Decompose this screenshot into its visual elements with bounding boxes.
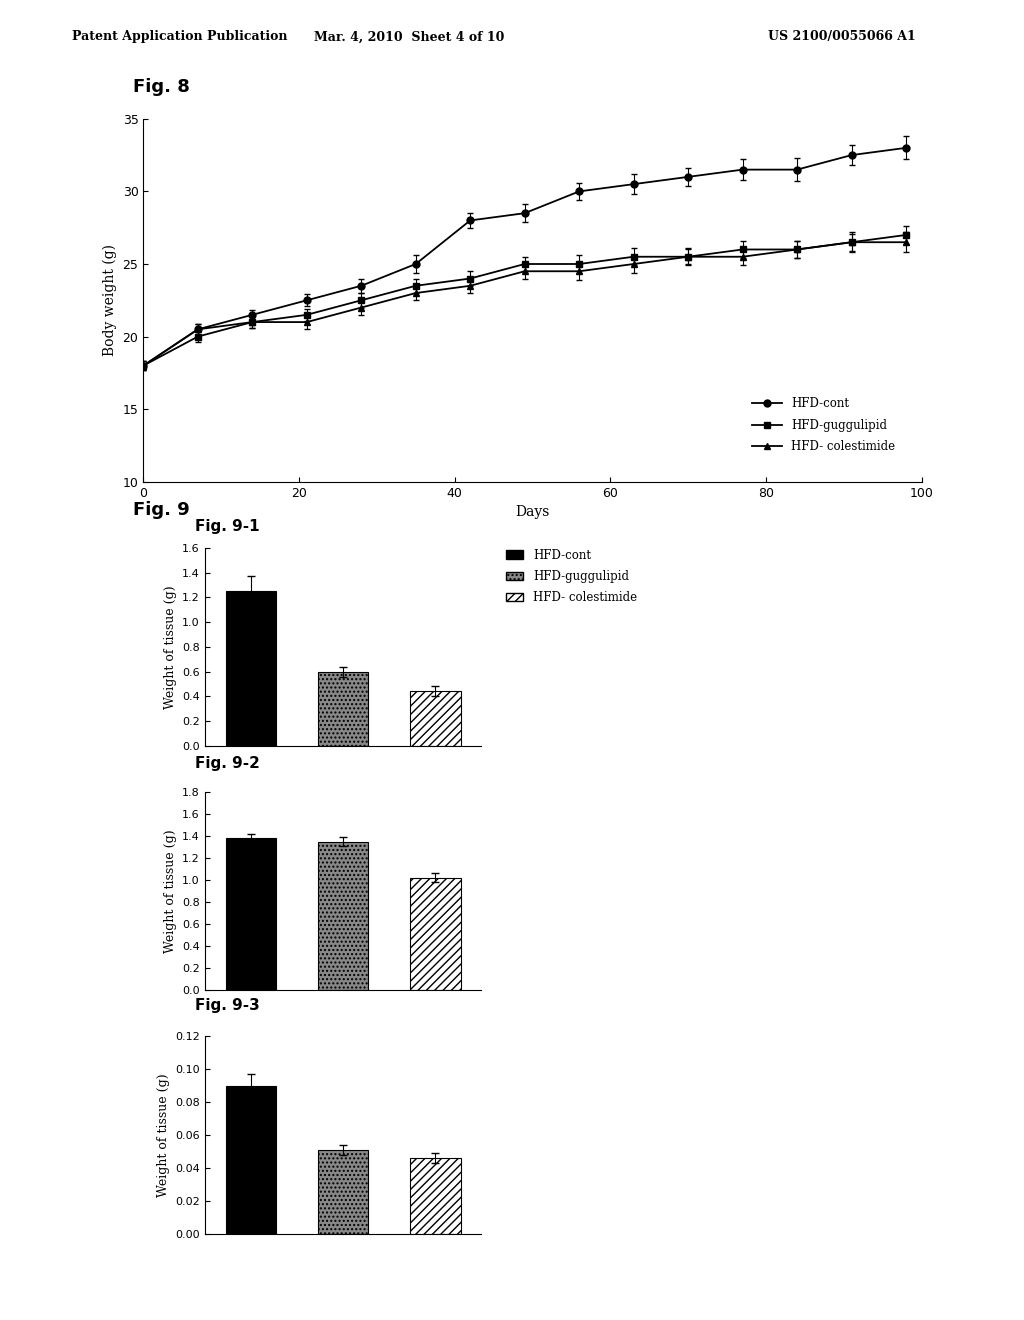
Text: Fig. 9-1: Fig. 9-1 [195,519,259,533]
Y-axis label: Weight of tissue (g): Weight of tissue (g) [157,1073,170,1197]
Y-axis label: Weight of tissue (g): Weight of tissue (g) [164,829,176,953]
Bar [317,842,369,990]
Bar [410,1159,461,1234]
Bar [410,878,461,990]
Bar [225,1085,276,1234]
Text: US 2100/0055066 A1: US 2100/0055066 A1 [768,30,915,44]
Text: Mar. 4, 2010  Sheet 4 of 10: Mar. 4, 2010 Sheet 4 of 10 [314,30,505,44]
Text: Fig. 8: Fig. 8 [133,78,190,96]
Text: Fig. 9-3: Fig. 9-3 [195,998,259,1012]
Text: Fig. 9-2: Fig. 9-2 [195,756,259,771]
Bar [225,591,276,746]
Legend: HFD-cont, HFD-guggulipid, HFD- colestimide: HFD-cont, HFD-guggulipid, HFD- colestimi… [501,544,642,609]
X-axis label: Days: Days [515,506,550,519]
Text: Fig. 9: Fig. 9 [133,500,189,519]
Bar [317,1150,369,1234]
Y-axis label: Body weight (g): Body weight (g) [102,244,117,356]
Bar [225,838,276,990]
Bar [317,672,369,746]
Text: Patent Application Publication: Patent Application Publication [72,30,287,44]
Y-axis label: Weight of tissue (g): Weight of tissue (g) [164,585,176,709]
Bar [410,692,461,746]
Legend: HFD-cont, HFD-guggulipid, HFD- colestimide: HFD-cont, HFD-guggulipid, HFD- colestimi… [748,393,900,458]
